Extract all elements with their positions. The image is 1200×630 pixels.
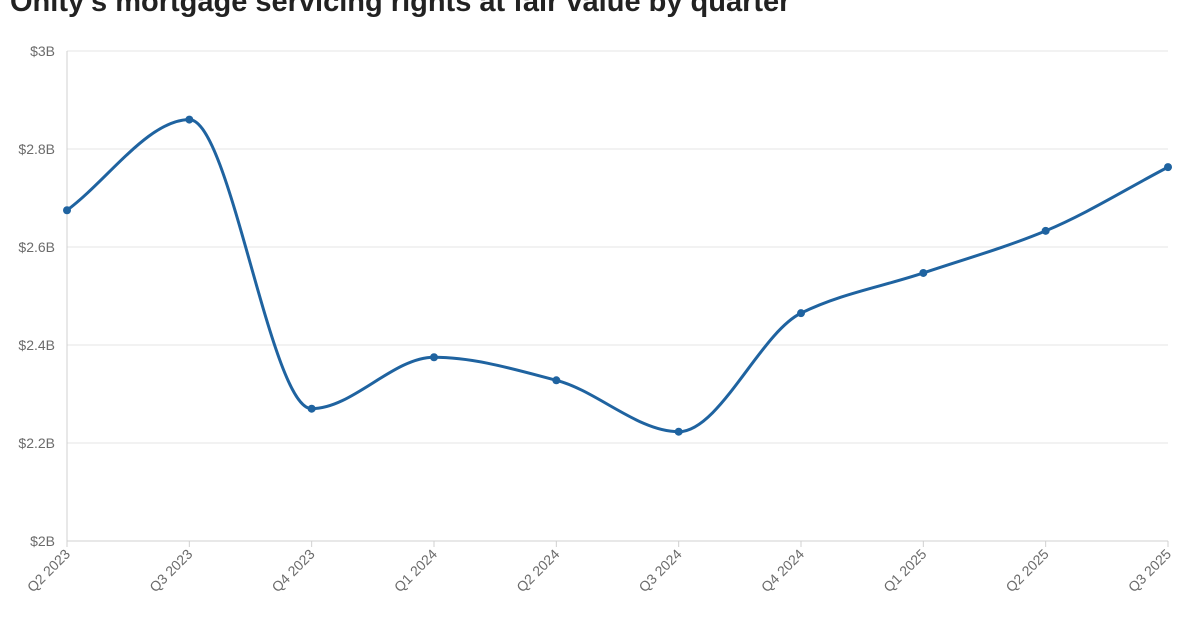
x-tick-label: Q3 2025 [1125, 546, 1174, 595]
x-tick-label: Q3 2023 [146, 546, 195, 595]
y-tick-label: $2.6B [18, 239, 55, 255]
y-tick-label: $2.8B [18, 141, 55, 157]
data-point[interactable] [430, 353, 438, 362]
series-line [65, 118, 1170, 434]
chart-title: Onity's mortgage servicing rights at fai… [10, 0, 791, 18]
x-tick-label: Q4 2023 [268, 546, 317, 595]
x-tick-label: Q2 2024 [513, 546, 562, 595]
x-tick-label: Q4 2024 [758, 546, 807, 595]
point-layer [63, 115, 1172, 436]
data-point[interactable] [919, 268, 928, 277]
data-point[interactable] [797, 309, 805, 318]
x-tick-label: Q2 2023 [24, 546, 73, 595]
data-point[interactable] [185, 115, 194, 124]
y-tick-label: $3B [30, 43, 55, 59]
y-tick-label: $2B [30, 533, 55, 549]
grid-layer [67, 50, 1168, 444]
x-tick-label: Q3 2024 [635, 546, 684, 595]
data-point[interactable] [1164, 163, 1172, 172]
data-point[interactable] [307, 404, 316, 413]
data-point[interactable] [552, 376, 561, 385]
y-tick-label: $2.2B [18, 435, 55, 451]
x-tick-label: Q1 2025 [880, 546, 929, 595]
data-point[interactable] [63, 206, 71, 215]
x-tick-label: Q2 2025 [1002, 546, 1051, 595]
y-tick-label: $2.4B [18, 337, 55, 353]
x-tick-label: Q1 2024 [391, 546, 440, 595]
series-layer [65, 118, 1170, 434]
data-point[interactable] [674, 427, 683, 436]
data-point[interactable] [1041, 226, 1050, 235]
axis-layer: $2B $2.2B $2.4B $2.6B $2.8B $3B Q2 2023 Q3 2023… [18, 43, 1174, 595]
